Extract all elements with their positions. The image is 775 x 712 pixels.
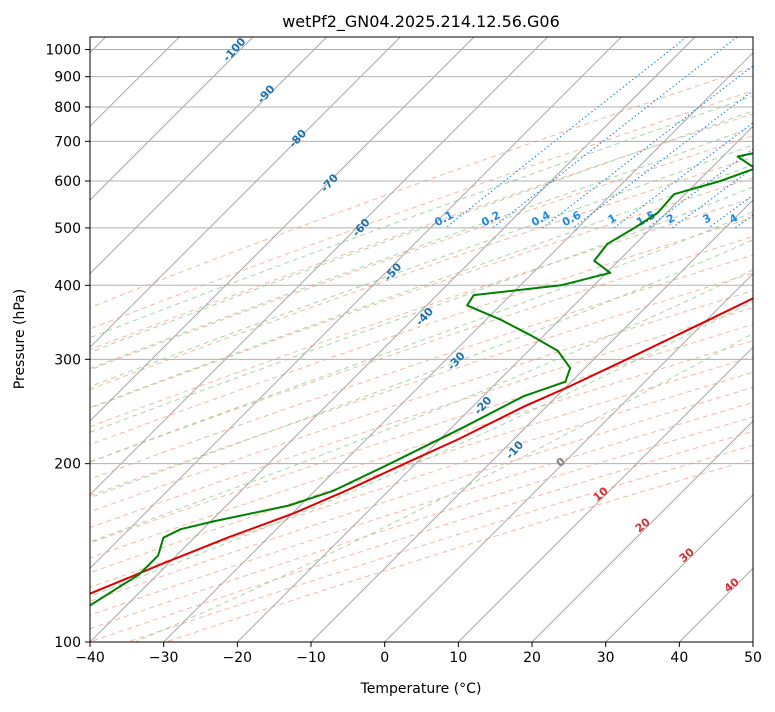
x-tick-label: −40 [75, 650, 105, 666]
mixing-ratio-line [735, 37, 775, 228]
lifted-temp-label: 0 [554, 455, 568, 470]
mixing-ratio-label: 0.2 [479, 208, 502, 229]
y-axis-label: Pressure (hPa) [12, 289, 28, 389]
x-tick-label: −10 [296, 650, 326, 666]
saturation-temp-label: -40 [413, 305, 436, 329]
y-tick-label: 900 [54, 70, 81, 86]
lifted-temp-label: 30 [677, 545, 697, 565]
x-tick-label: 20 [523, 650, 541, 666]
isotherm [753, 37, 775, 642]
x-tick-label: −30 [149, 650, 179, 666]
dry-adiabat [13, 37, 775, 642]
y-tick-label: 700 [54, 134, 81, 150]
isotherm [16, 37, 621, 642]
mixing-ratio-line [493, 37, 738, 228]
x-tick-label: 40 [670, 650, 688, 666]
isotherm [679, 37, 775, 642]
y-tick-label: 300 [54, 352, 81, 368]
mixing-ratio-line [709, 37, 775, 228]
saturation-temp-label: -60 [350, 216, 373, 240]
moist-adiabat [0, 37, 775, 382]
mixing-ratio-label: 1 [606, 211, 619, 226]
x-tick-label: 0 [380, 650, 389, 666]
isotherm [385, 37, 775, 642]
mixing-ratio-label: 2 [664, 211, 677, 226]
y-tick-label: 600 [54, 174, 81, 190]
moist-adiabat [0, 37, 775, 585]
mixing-ratio-label: 0.1 [432, 208, 455, 229]
y-tick-label: 500 [54, 221, 81, 237]
moist-adiabat [0, 37, 775, 538]
profile-series [0, 83, 775, 642]
mixing-ratio-label: 3 [701, 211, 714, 226]
isotherm [0, 37, 400, 642]
saturation-temp-label: -70 [318, 171, 341, 195]
x-tick-label: 50 [744, 650, 762, 666]
y-tick-label: 200 [54, 457, 81, 473]
isotherm [164, 37, 769, 642]
temperature-profile-line [0, 83, 775, 642]
isotherm [458, 37, 775, 642]
isotherm [532, 37, 775, 642]
y-tick-label: 400 [54, 278, 81, 294]
y-tick-label: 100 [54, 635, 81, 651]
lifted-temp-label: 20 [633, 515, 653, 535]
lifted-temp-label: 40 [722, 575, 742, 595]
mixing-ratio-line [614, 37, 775, 228]
isotherm [237, 37, 775, 642]
background-grid [0, 37, 775, 642]
x-axis-label: Temperature (°C) [360, 681, 482, 697]
x-tick-label: 30 [597, 650, 615, 666]
plot-frame [90, 37, 753, 642]
chart-title: wetPf2_GN04.2025.214.12.56.G06 [282, 12, 560, 32]
moist-adiabat [0, 37, 775, 406]
y-tick-label: 800 [54, 100, 81, 116]
saturation-temp-label: -30 [445, 349, 468, 373]
dewpoint-profile-line [24, 83, 775, 642]
mixing-ratio-label: 0.4 [529, 208, 553, 229]
isotherm [90, 37, 695, 642]
reference-line-labels: 0.10.20.40.611.52346810131620253036-100-… [220, 35, 775, 595]
mixing-ratio-label: 6 [766, 211, 775, 226]
saturation-temp-label: -90 [255, 82, 278, 106]
lifted-temp-label: 10 [591, 484, 611, 504]
x-tick-label: 10 [449, 650, 467, 666]
dry-adiabat [0, 37, 775, 642]
saturation-temp-label: -50 [381, 260, 404, 284]
y-tick-label: 1000 [45, 43, 81, 59]
mixing-ratio-line [672, 37, 775, 228]
x-tick-label: −20 [223, 650, 253, 666]
moist-adiabat [135, 37, 775, 642]
